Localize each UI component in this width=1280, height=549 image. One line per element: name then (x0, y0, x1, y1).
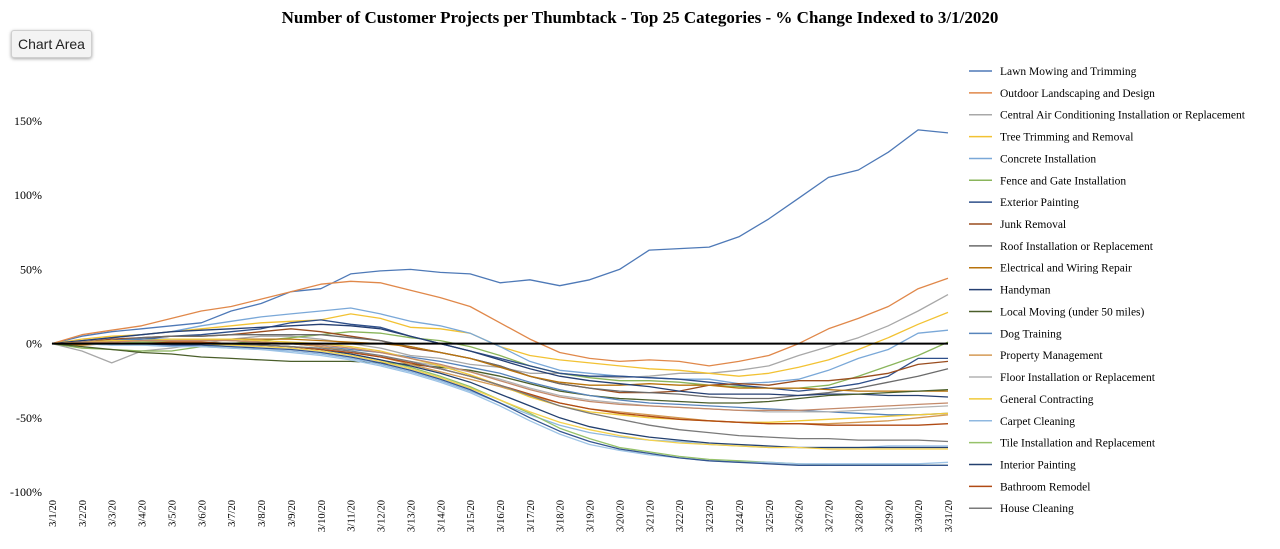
x-tick-label: 3/30/20 (914, 500, 925, 532)
x-tick-label: 3/5/20 (167, 500, 178, 527)
x-tick-label: 3/17/20 (526, 500, 537, 532)
y-tick-label: 0% (26, 337, 42, 351)
x-tick-label: 3/26/20 (795, 500, 806, 532)
legend-label: Roof Installation or Replacement (1000, 241, 1154, 253)
x-tick-label: 3/6/20 (197, 500, 208, 527)
legend-label: Tree Trimming and Removal (1000, 132, 1133, 144)
x-tick-label: 3/28/20 (854, 500, 865, 532)
x-tick-label: 3/29/20 (884, 500, 895, 532)
x-tick-label: 3/25/20 (765, 500, 776, 532)
y-tick-label: 150% (14, 114, 42, 128)
x-tick-label: 3/15/20 (466, 500, 477, 532)
legend-label: House Cleaning (1000, 503, 1074, 515)
x-tick-label: 3/1/20 (48, 500, 59, 527)
x-tick-label: 3/10/20 (317, 500, 328, 532)
y-axis-tick-labels: 150% 100% 50% 0% -50% -100% (10, 114, 42, 499)
x-tick-label: 3/19/20 (586, 500, 597, 532)
legend-label: Interior Painting (1000, 459, 1076, 471)
legend-label: General Contracting (1000, 394, 1094, 406)
series-line (51, 129, 949, 345)
legend-label: Floor Installation or Replacement (1000, 372, 1156, 384)
y-tick-label: 50% (20, 262, 42, 276)
series-lines (51, 129, 949, 466)
x-tick-label: 3/12/20 (377, 500, 388, 532)
x-tick-label: 3/9/20 (287, 500, 298, 527)
x-axis-tick-labels: 3/1/20 3/2/20 3/3/20 3/4/20 3/5/20 3/6/20 3/7/… (48, 500, 955, 532)
legend-label: Carpet Cleaning (1000, 416, 1075, 428)
x-tick-label: 3/7/20 (227, 500, 238, 527)
legend-label: Local Moving (under 50 miles) (1000, 306, 1145, 318)
legend-label: Bathroom Remodel (1000, 481, 1090, 493)
x-tick-label: 3/3/20 (108, 500, 119, 527)
series-line (51, 328, 949, 394)
legend-label: Outdoor Landscaping and Design (1000, 88, 1155, 100)
series-line (52, 341, 949, 413)
legend-label: Handyman (1000, 285, 1051, 297)
x-tick-label: 3/23/20 (705, 500, 716, 532)
legend[interactable]: Lawn Mowing and Trimming Outdoor Landscap… (969, 66, 1246, 515)
series-line (52, 342, 948, 466)
x-tick-label: 3/21/20 (645, 500, 656, 532)
series-line (51, 339, 949, 412)
legend-label: Tile Installation and Replacement (1000, 438, 1156, 450)
series-line (51, 277, 949, 367)
y-tick-label: 100% (14, 188, 42, 202)
legend-label: Lawn Mowing and Trimming (1000, 66, 1137, 78)
series-line (51, 319, 948, 392)
x-tick-label: 3/4/20 (138, 500, 149, 527)
legend-label: Fence and Gate Installation (1000, 175, 1126, 187)
y-tick-label: -50% (16, 411, 42, 425)
x-tick-label: 3/11/20 (347, 500, 358, 532)
legend-label: Junk Removal (1000, 219, 1066, 231)
x-tick-label: 3/22/20 (675, 500, 686, 532)
x-tick-label: 3/8/20 (257, 500, 268, 527)
legend-label: Concrete Installation (1000, 153, 1096, 165)
series-line (51, 323, 949, 398)
legend-label: Exterior Painting (1000, 197, 1079, 209)
chart-title: Number of Customer Projects per Thumbtac… (281, 8, 999, 27)
series-line (52, 342, 949, 465)
y-tick-label: -100% (10, 485, 42, 499)
x-tick-label: 3/16/20 (496, 500, 507, 532)
x-tick-label: 3/14/20 (436, 500, 447, 532)
legend-label: Property Management (1000, 350, 1103, 362)
x-tick-label: 3/31/20 (944, 500, 955, 532)
chart-area-tooltip: Chart Area (11, 30, 92, 58)
series-line (52, 342, 948, 449)
x-tick-label: 3/24/20 (735, 500, 746, 532)
x-tick-label: 3/2/20 (78, 500, 89, 527)
series-line (52, 341, 949, 426)
series-line (51, 342, 949, 404)
x-tick-label: 3/20/20 (615, 500, 626, 532)
series-line (51, 307, 949, 385)
series-line (52, 342, 948, 449)
legend-label: Electrical and Wiring Repair (1000, 263, 1132, 275)
legend-label: Central Air Conditioning Installation or… (1000, 110, 1246, 122)
x-tick-label: 3/18/20 (556, 500, 567, 532)
x-tick-label: 3/27/20 (825, 500, 836, 532)
legend-label: Dog Training (1000, 328, 1062, 340)
x-tick-label: 3/13/20 (406, 500, 417, 532)
